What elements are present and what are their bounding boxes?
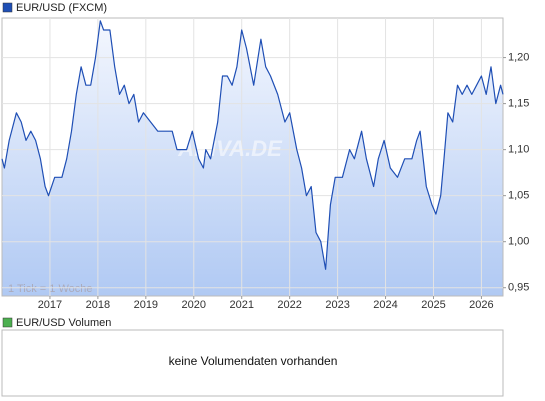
legend-label: EUR/USD (FXCM): [16, 2, 107, 14]
y-tick-label: 1,15: [508, 98, 529, 110]
empty-message: keine Volumendaten vorhanden: [169, 354, 338, 368]
legend-swatch: [2, 317, 13, 328]
legend-swatch: [2, 2, 13, 13]
line: [1, 20, 504, 270]
y-tick-label: 1,20: [508, 51, 529, 63]
x-tick-label: 2020: [182, 299, 206, 311]
watermark: ARIVA.DE: [177, 136, 283, 161]
x-tick-label: 2022: [277, 299, 301, 311]
x-tick-label: 2026: [469, 299, 493, 311]
x-tick-label: 2019: [134, 299, 158, 311]
x-tick-label: 2025: [421, 299, 445, 311]
y-tick-label: 1,00: [508, 236, 529, 248]
x-tick-label: 2021: [229, 299, 253, 311]
x-tick-label: 2023: [325, 299, 349, 311]
y-tick-label: 0,95: [508, 282, 529, 294]
volume-frame: [1, 329, 504, 397]
y-tick-label: 1,10: [508, 144, 529, 156]
legend-label: EUR/USD Volumen: [16, 317, 111, 329]
area: [2, 20, 503, 297]
plot-frame: [1, 17, 504, 297]
x-tick-label: 2018: [86, 299, 110, 311]
y-tick-label: 1,05: [508, 190, 529, 202]
x-tick-label: 2017: [38, 299, 62, 311]
x-tick-label: 2024: [373, 299, 397, 311]
